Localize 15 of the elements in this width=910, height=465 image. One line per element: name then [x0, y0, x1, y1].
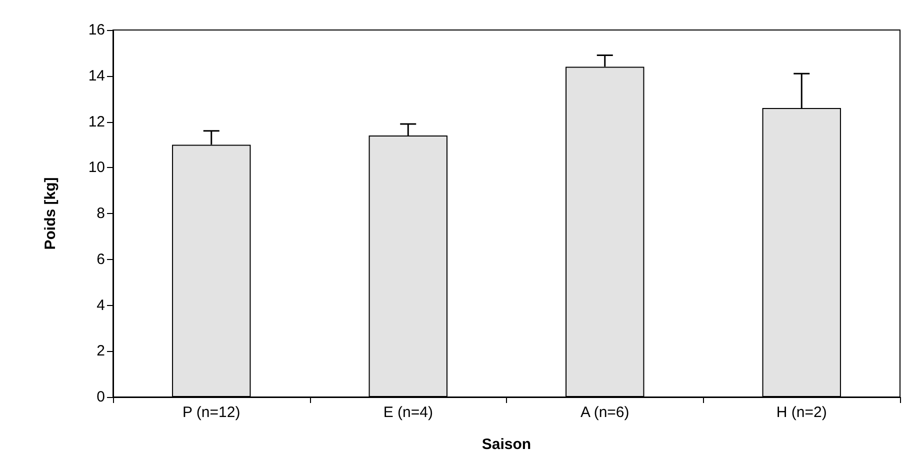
- x-tick-label: H (n=2): [776, 404, 827, 421]
- y-tick-label: 8: [96, 205, 105, 222]
- x-tick-label: A (n=6): [580, 404, 630, 421]
- y-tick-label: 14: [88, 67, 105, 84]
- y-tick-label: 6: [96, 250, 105, 268]
- x-tick-label: P (n=12): [182, 404, 240, 421]
- y-tick-label: 4: [96, 296, 105, 314]
- y-tick-label: 2: [96, 342, 105, 360]
- y-tick-label: 16: [88, 22, 105, 38]
- x-axis-title: Saison: [482, 436, 532, 453]
- y-tick-label: 0: [96, 388, 105, 406]
- x-tick-label: E (n=4): [383, 404, 433, 421]
- y-axis-title: Poids [kg]: [42, 177, 59, 250]
- y-tick-label: 10: [88, 159, 105, 176]
- y-tick-label: 12: [88, 113, 105, 130]
